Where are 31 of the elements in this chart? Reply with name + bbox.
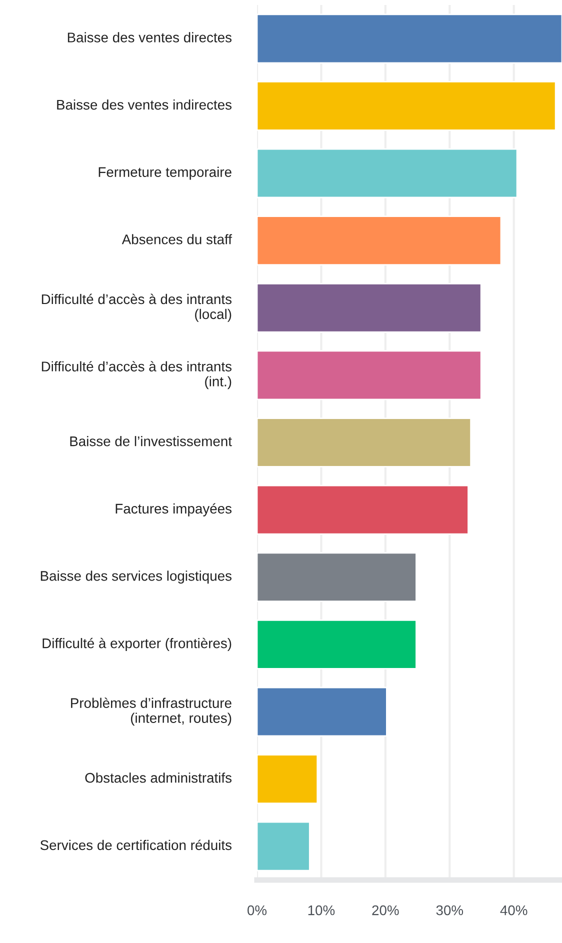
y-tick-label: Factures impayées (116, 503, 232, 516)
bar (257, 686, 388, 737)
y-tick-label: Fermeture temporaire (98, 166, 232, 180)
bar (257, 418, 472, 468)
y-tick-label: Baisse des ventes indirectes (57, 99, 232, 110)
bar (257, 350, 482, 400)
bar (257, 14, 562, 64)
bar (257, 821, 310, 872)
y-tick-label: Difficulté à exporter (frontières) (42, 638, 232, 651)
y-tick-label: Services de certification réduits (40, 840, 232, 850)
y-tick-label: Baisse des ventes directes (68, 32, 232, 42)
bar (257, 81, 556, 131)
y-tick-label: Problèmes d’infrastructure (internet, routes) (71, 698, 232, 726)
x-tick-label: 0% (248, 905, 267, 916)
bar (257, 754, 318, 804)
x-tick-label: 40% (500, 905, 528, 916)
bar (257, 552, 417, 602)
bar (257, 282, 482, 333)
bar (257, 148, 518, 198)
bar (257, 216, 502, 266)
y-tick-label: Baisse de l’investissement (70, 436, 232, 446)
y-tick-label: Obstacles administratifs (85, 772, 232, 783)
x-tick-label: 10% (308, 905, 335, 916)
y-tick-label: Absences du staff (122, 234, 232, 244)
x-tick-label: 30% (436, 905, 464, 916)
y-tick-label: Difficulté d’accès à des intrants (int.) (42, 361, 232, 390)
bar (257, 484, 469, 535)
x-tick-label: 20% (372, 905, 399, 916)
y-tick-label: Difficulté d’accès à des intrants (local) (42, 294, 232, 322)
y-tick-label: Baisse des services logistiques (40, 570, 232, 584)
bar (257, 619, 417, 670)
